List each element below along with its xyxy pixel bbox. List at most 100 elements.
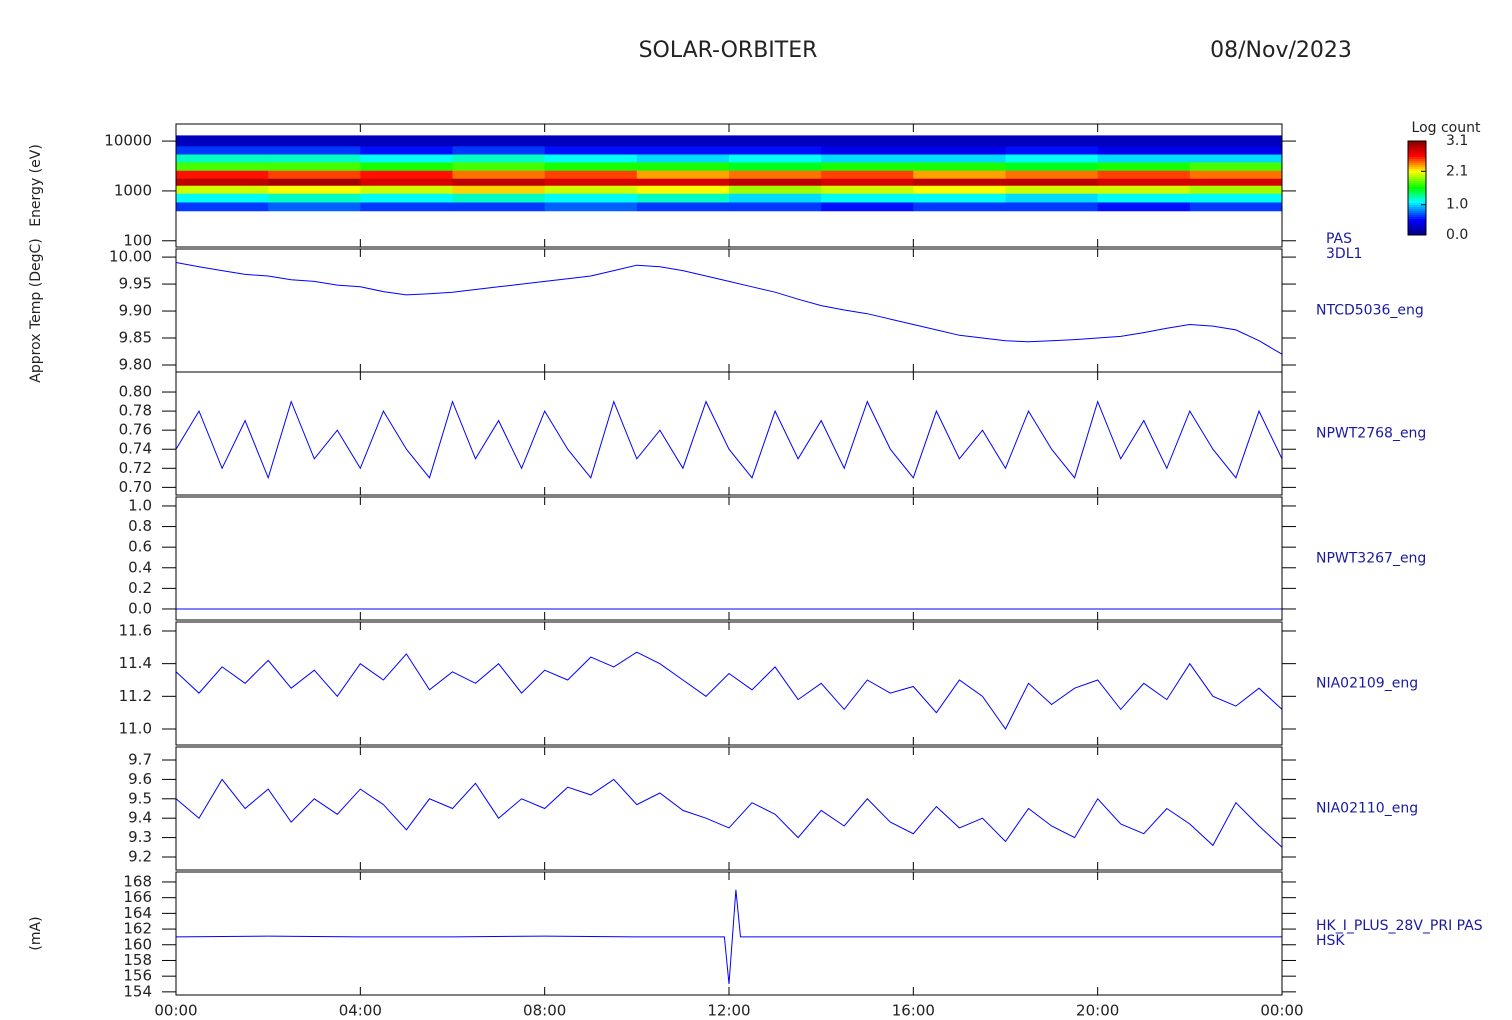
colorbar-swatch [1408,187,1426,190]
heatmap-cell [636,185,730,194]
heatmap-cell [1097,178,1191,186]
colorbar-swatch [1408,173,1426,176]
heatmap-cell [176,135,269,147]
y-axis-label: (mA) [28,916,44,950]
y-tick-label: 9.7 [128,750,152,768]
colorbar-swatch [1408,209,1426,212]
heatmap-cell [913,154,1006,163]
heatmap-cell [729,145,822,155]
colorbar-swatch [1408,151,1426,154]
heatmap-cell [821,193,914,203]
heatmap-cell [636,162,730,171]
heatmap-cell [1097,162,1191,171]
panel-frame [175,871,1283,996]
heatmap-cell [544,178,638,186]
heatmap-cell [821,154,914,163]
series-label: NPWT3267_eng [1316,551,1426,567]
colorbar-swatch [1408,213,1426,216]
heatmap-cell [913,193,1006,203]
heatmap-cell [1189,154,1283,163]
colorbar-swatch [1408,231,1426,234]
heatmap-cell [913,145,1006,155]
heatmap-cell [268,193,361,203]
heatmap-cell [452,178,546,186]
heatmap-cell [1005,185,1099,194]
heatmap-cell [913,135,1006,147]
y-tick-label: 162 [123,920,152,938]
heatmap-cell [913,201,1006,212]
colorbar-swatch [1408,217,1426,220]
y-tick-label: 0.78 [119,402,152,420]
heatmap-cell [1005,135,1099,147]
colorbar-swatch [1408,171,1426,174]
data-line [175,400,1283,480]
heatmap-cell [360,178,453,186]
heatmap-cell [544,193,638,203]
colorbar-swatch [1408,163,1426,166]
colorbar-swatch [1408,191,1426,194]
heatmap-cell [360,154,453,163]
heatmap-cell [1189,178,1283,186]
x-tick-label: 16:00 [892,1002,935,1020]
heatmap-cell [176,193,269,203]
heatmap-cell [821,145,914,155]
heatmap-cell [176,154,269,163]
colorbar-swatch [1408,197,1426,200]
y-tick-label: 9.80 [119,355,152,373]
colorbar-swatch [1408,233,1426,236]
colorbar-swatch [1408,193,1426,196]
colorbar-swatch [1408,195,1426,198]
heatmap-cell [821,135,914,147]
heatmap-cell [1097,185,1191,194]
heatmap-cell [821,185,914,194]
colorbar-swatch [1408,205,1426,208]
heatmap-cell [452,170,546,179]
heatmap-cell [360,162,453,171]
heatmap-cell [1005,193,1099,203]
y-tick-label: 11.6 [119,621,152,639]
heatmap-cell [636,170,730,179]
heatmap-cell [1005,162,1099,171]
y-axis-label: Energy (eV) [28,144,44,227]
y-axis-label: Approx Temp (DegC) [28,238,44,382]
colorbar-swatch [1408,161,1426,164]
y-tick-label: 11.0 [119,719,152,737]
y-tick-label: 154 [123,982,152,1000]
heatmap-cell [544,145,638,155]
heatmap-cell [1189,135,1283,147]
y-tick-label: 9.95 [119,275,152,293]
heatmap-cell [636,193,730,203]
heatmap-cell [1097,154,1191,163]
heatmap-cell [1097,201,1191,212]
y-tick-label: 9.90 [119,302,152,320]
y-tick-label: 0.8 [128,517,152,535]
heatmap-cell [176,178,269,186]
heatmap-cell [360,185,453,194]
heatmap-cell [821,162,914,171]
colorbar-tick-label: 1.0 [1446,197,1468,213]
y-tick-label: 1000 [114,181,152,199]
colorbar-tick-label: 2.1 [1446,163,1468,179]
y-tick-label: 11.4 [119,654,152,672]
heatmap-cell [452,135,546,147]
heatmap-cell [176,162,269,171]
heatmap-cell [360,193,453,203]
y-tick-label: 0.6 [128,538,152,556]
data-line [175,262,1283,355]
heatmap-cell [1097,145,1191,155]
heatmap-cell [176,201,269,212]
x-tick-label: 08:00 [523,1002,566,1020]
panel-frame [175,248,1283,373]
heatmap-cell [1005,201,1099,212]
series-label: NIA02109_eng [1316,676,1418,692]
series-label: NIA02110_eng [1316,801,1418,817]
heatmap-cell [636,135,730,147]
y-tick-label: 1.0 [128,496,152,514]
heatmap-cell [1097,193,1191,203]
heatmap-cell [1189,201,1283,212]
heatmap-cell [268,154,361,163]
heatmap-cell [1005,178,1099,186]
colorbar-tick-label: 0.0 [1446,227,1468,243]
